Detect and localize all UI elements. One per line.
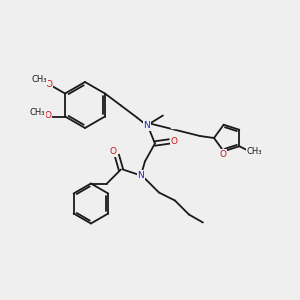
Text: CH₃: CH₃ — [31, 75, 47, 84]
Text: O: O — [219, 150, 226, 159]
Text: N: N — [143, 121, 150, 130]
Text: O: O — [170, 137, 177, 146]
Text: CH₃: CH₃ — [247, 147, 262, 156]
Text: N: N — [137, 171, 144, 180]
Text: CH₃: CH₃ — [29, 108, 45, 117]
Text: O: O — [46, 80, 52, 89]
Text: O: O — [110, 147, 116, 156]
Text: O: O — [45, 111, 52, 120]
Bar — [171, 88, 211, 128]
